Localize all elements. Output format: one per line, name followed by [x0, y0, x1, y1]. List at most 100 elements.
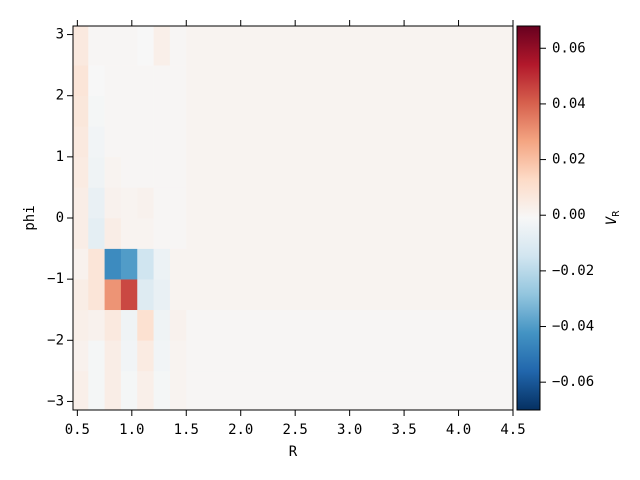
heatmap-cell — [137, 156, 154, 188]
heatmap-cell — [153, 279, 171, 311]
y-tick-label: 3 — [56, 27, 64, 43]
heatmap-cell — [153, 218, 171, 249]
heatmap-cell — [73, 126, 89, 158]
heatmap-cell — [104, 370, 122, 411]
heatmap-cell — [153, 340, 171, 372]
heatmap-cell — [169, 340, 187, 372]
x-tick-label: 4.5 — [500, 422, 525, 438]
heatmap-cell — [120, 65, 138, 97]
heatmap-cell — [153, 309, 171, 341]
heatmap-cell — [169, 279, 187, 311]
colorbar-tick-label: −0.04 — [552, 319, 594, 335]
y-tick-label: 1 — [56, 149, 64, 165]
heatmap-cell — [88, 95, 105, 127]
heatmap-cell — [73, 156, 89, 188]
y-axis-label: phi — [22, 205, 38, 230]
colorbar — [516, 25, 541, 411]
heatmap-cell — [186, 279, 514, 311]
x-tick-label: 4.0 — [446, 422, 471, 438]
heatmap-cell — [73, 309, 89, 341]
heatmap-cell — [104, 279, 122, 311]
heatmap-cell — [88, 340, 105, 372]
heatmap-cell — [88, 279, 105, 311]
heatmap-cell — [120, 126, 138, 158]
heatmap-cell — [186, 65, 514, 97]
heatmap-cell — [73, 248, 89, 280]
heatmap-cell — [120, 370, 138, 411]
heatmap-cell — [169, 187, 187, 219]
heatmap-cell — [169, 126, 187, 158]
heatmap-cell — [88, 248, 105, 280]
heatmap-cell — [169, 156, 187, 188]
x-tick-label: 2.5 — [283, 422, 308, 438]
x-tick-label: 3.0 — [337, 422, 362, 438]
colorbar-tick-label: 0.02 — [552, 152, 586, 168]
heatmap-cell — [153, 370, 171, 411]
x-tick-label: 1.5 — [174, 422, 199, 438]
heatmap-cell — [137, 126, 154, 158]
heatmap-cell — [137, 26, 154, 66]
heatmap-cell — [137, 279, 154, 311]
heatmap-cell — [137, 65, 154, 97]
heatmap-cell — [120, 218, 138, 249]
heatmap-cell — [137, 218, 154, 249]
heatmap-cell — [73, 279, 89, 311]
heatmap-cell — [88, 65, 105, 97]
heatmap-cell — [73, 65, 89, 97]
colorbar-label-sub: R — [611, 210, 622, 217]
heatmap-cell — [186, 126, 514, 158]
y-tick-label: −2 — [47, 332, 64, 348]
heatmap-cell — [104, 126, 122, 158]
heatmap-cell — [73, 340, 89, 372]
heatmap-cell — [153, 248, 171, 280]
heatmap-cell — [186, 95, 514, 127]
y-tick-label: −3 — [47, 393, 64, 409]
heatmap-cell — [153, 65, 171, 97]
heatmap-cell — [186, 26, 514, 66]
heatmap-cell — [169, 370, 187, 411]
heatmap-cell — [153, 156, 171, 188]
heatmap-cell — [88, 218, 105, 249]
heatmap-cell — [186, 187, 514, 219]
heatmap-cell — [169, 26, 187, 66]
heatmap-cell — [120, 340, 138, 372]
heatmap-cell — [73, 95, 89, 127]
heatmap-cell — [186, 370, 514, 411]
heatmap-cell — [104, 218, 122, 249]
heatmap-cell — [120, 279, 138, 311]
heatmap-cell — [186, 340, 514, 372]
heatmap-cell — [88, 309, 105, 341]
heatmap-cell — [104, 248, 122, 280]
heatmap-cell — [186, 156, 514, 188]
heatmap-cell — [137, 370, 154, 411]
colorbar-tick-label: −0.02 — [552, 263, 594, 279]
colorbar-label-base: V — [604, 215, 620, 225]
heatmap-cell — [104, 340, 122, 372]
heatmap-cell — [153, 95, 171, 127]
heatmap-cell — [153, 26, 171, 66]
heatmap-cell — [88, 126, 105, 158]
heatmap-cell — [104, 26, 122, 66]
heatmap-cell — [88, 26, 105, 66]
heatmap-cell — [73, 218, 89, 249]
y-tick-label: 0 — [56, 210, 64, 226]
heatmap-cell — [186, 248, 514, 280]
heatmap-cell — [153, 187, 171, 219]
colorbar-tick-label: −0.06 — [552, 374, 594, 390]
heatmap-cell — [137, 309, 154, 341]
colorbar-tick-label: 0.06 — [552, 40, 586, 56]
x-tick-label: 3.5 — [391, 422, 416, 438]
heatmap-cell — [120, 26, 138, 66]
y-tick-label: 2 — [56, 88, 64, 104]
colorbar-label: VR — [604, 210, 622, 225]
heatmap-cell — [88, 370, 105, 411]
heatmap-cell — [104, 95, 122, 127]
x-tick-label: 2.0 — [228, 422, 253, 438]
heatmap-cell — [88, 187, 105, 219]
colorbar-tick-label: 0.04 — [552, 96, 586, 112]
heatmap-cell — [169, 65, 187, 97]
heatmap-cell — [169, 309, 187, 341]
heatmap-cell — [120, 187, 138, 219]
heatmap-cell — [120, 95, 138, 127]
